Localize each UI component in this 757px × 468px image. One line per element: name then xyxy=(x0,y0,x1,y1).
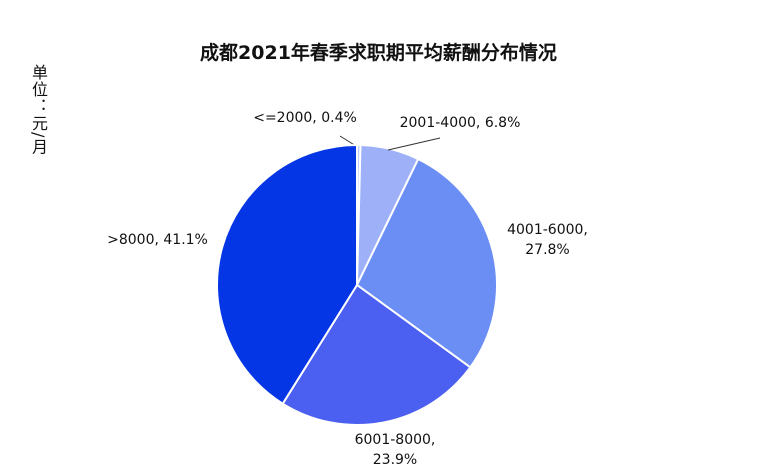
data-label: >8000, 41.1% xyxy=(107,232,208,248)
pie-slice xyxy=(216,143,358,406)
data-label: 4001-6000, 27.8% xyxy=(507,222,588,258)
data-label: 2001-4000, 6.8% xyxy=(399,115,521,131)
data-label: 6001-8000, 23.9% xyxy=(354,432,436,468)
unit-label: 单位：元/月 xyxy=(29,64,48,156)
pie-slice xyxy=(281,283,472,426)
data-label: <=2000, 0.4% xyxy=(253,110,357,126)
chart-title: 成都2021年春季求职期平均薪酬分布情况 xyxy=(200,42,557,64)
leader-line xyxy=(387,137,441,151)
pie-slice xyxy=(355,157,498,369)
